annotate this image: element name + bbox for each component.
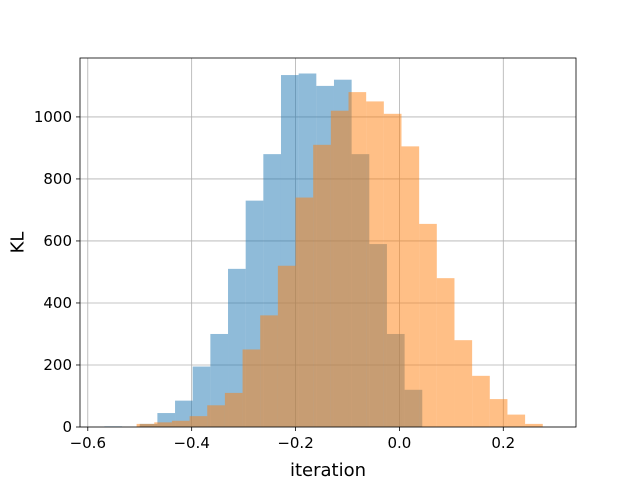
histogram-bar-series-2: [224, 392, 243, 427]
histogram-bar-series-2: [207, 405, 225, 427]
x-tick-label: −0.4: [173, 434, 209, 452]
histogram-bar-series-2: [295, 197, 314, 427]
histogram-bar-series-2: [401, 146, 420, 427]
histogram-bar-series-1: [175, 400, 193, 427]
y-tick-label: 800: [43, 170, 72, 188]
histogram-bar-series-1: [228, 268, 246, 427]
y-tick-label: 400: [43, 294, 72, 312]
histogram-bar-series-2: [489, 399, 508, 427]
y-axis-label: KL: [7, 232, 28, 254]
x-tick-label: 0.0: [387, 434, 411, 452]
histogram-bar-series-2: [383, 113, 402, 427]
histogram-bar-series-2: [136, 423, 155, 427]
x-tick-label: −0.6: [70, 434, 106, 452]
histogram-bar-series-2: [171, 420, 190, 427]
y-tick-label: 0: [62, 418, 72, 436]
histogram-bar-series-2: [277, 265, 296, 427]
y-tick-label: 600: [43, 232, 72, 250]
y-tick-label: 1000: [34, 108, 72, 126]
axis-ticks: −0.6 −0.4 −0.2 0.0 0.2 0 200 400 600 800 1000: [34, 108, 515, 452]
histogram-bar-series-2: [454, 340, 473, 427]
histogram-bar-series-2: [313, 144, 331, 427]
histogram-bar-series-2: [330, 110, 349, 427]
x-tick-label: 0.2: [491, 434, 515, 452]
histogram-bar-series-1: [192, 366, 211, 427]
plot-frame: [79, 57, 577, 428]
histogram-bar-series-2: [419, 223, 437, 427]
histogram-bar-series-2: [507, 414, 526, 427]
histogram-bar-series-2: [525, 423, 543, 427]
histogram-bar-series-2: [189, 416, 208, 427]
histogram-bar-series-2: [348, 92, 367, 427]
histogram-bar-series-2: [436, 278, 455, 427]
histogram-bar-series-2: [242, 349, 261, 427]
histogram-bar-series-2: [154, 422, 172, 427]
histogram-bar-series-2: [472, 375, 490, 427]
histogram-bar-series-1: [210, 333, 229, 427]
x-tick-label: −0.2: [277, 434, 313, 452]
x-axis-label: iteration: [290, 460, 366, 480]
histogram-bars: [104, 73, 543, 428]
histogram-bar-series-2: [366, 101, 384, 427]
y-tick-label: 200: [43, 356, 72, 374]
histogram-bar-series-2: [260, 315, 278, 427]
